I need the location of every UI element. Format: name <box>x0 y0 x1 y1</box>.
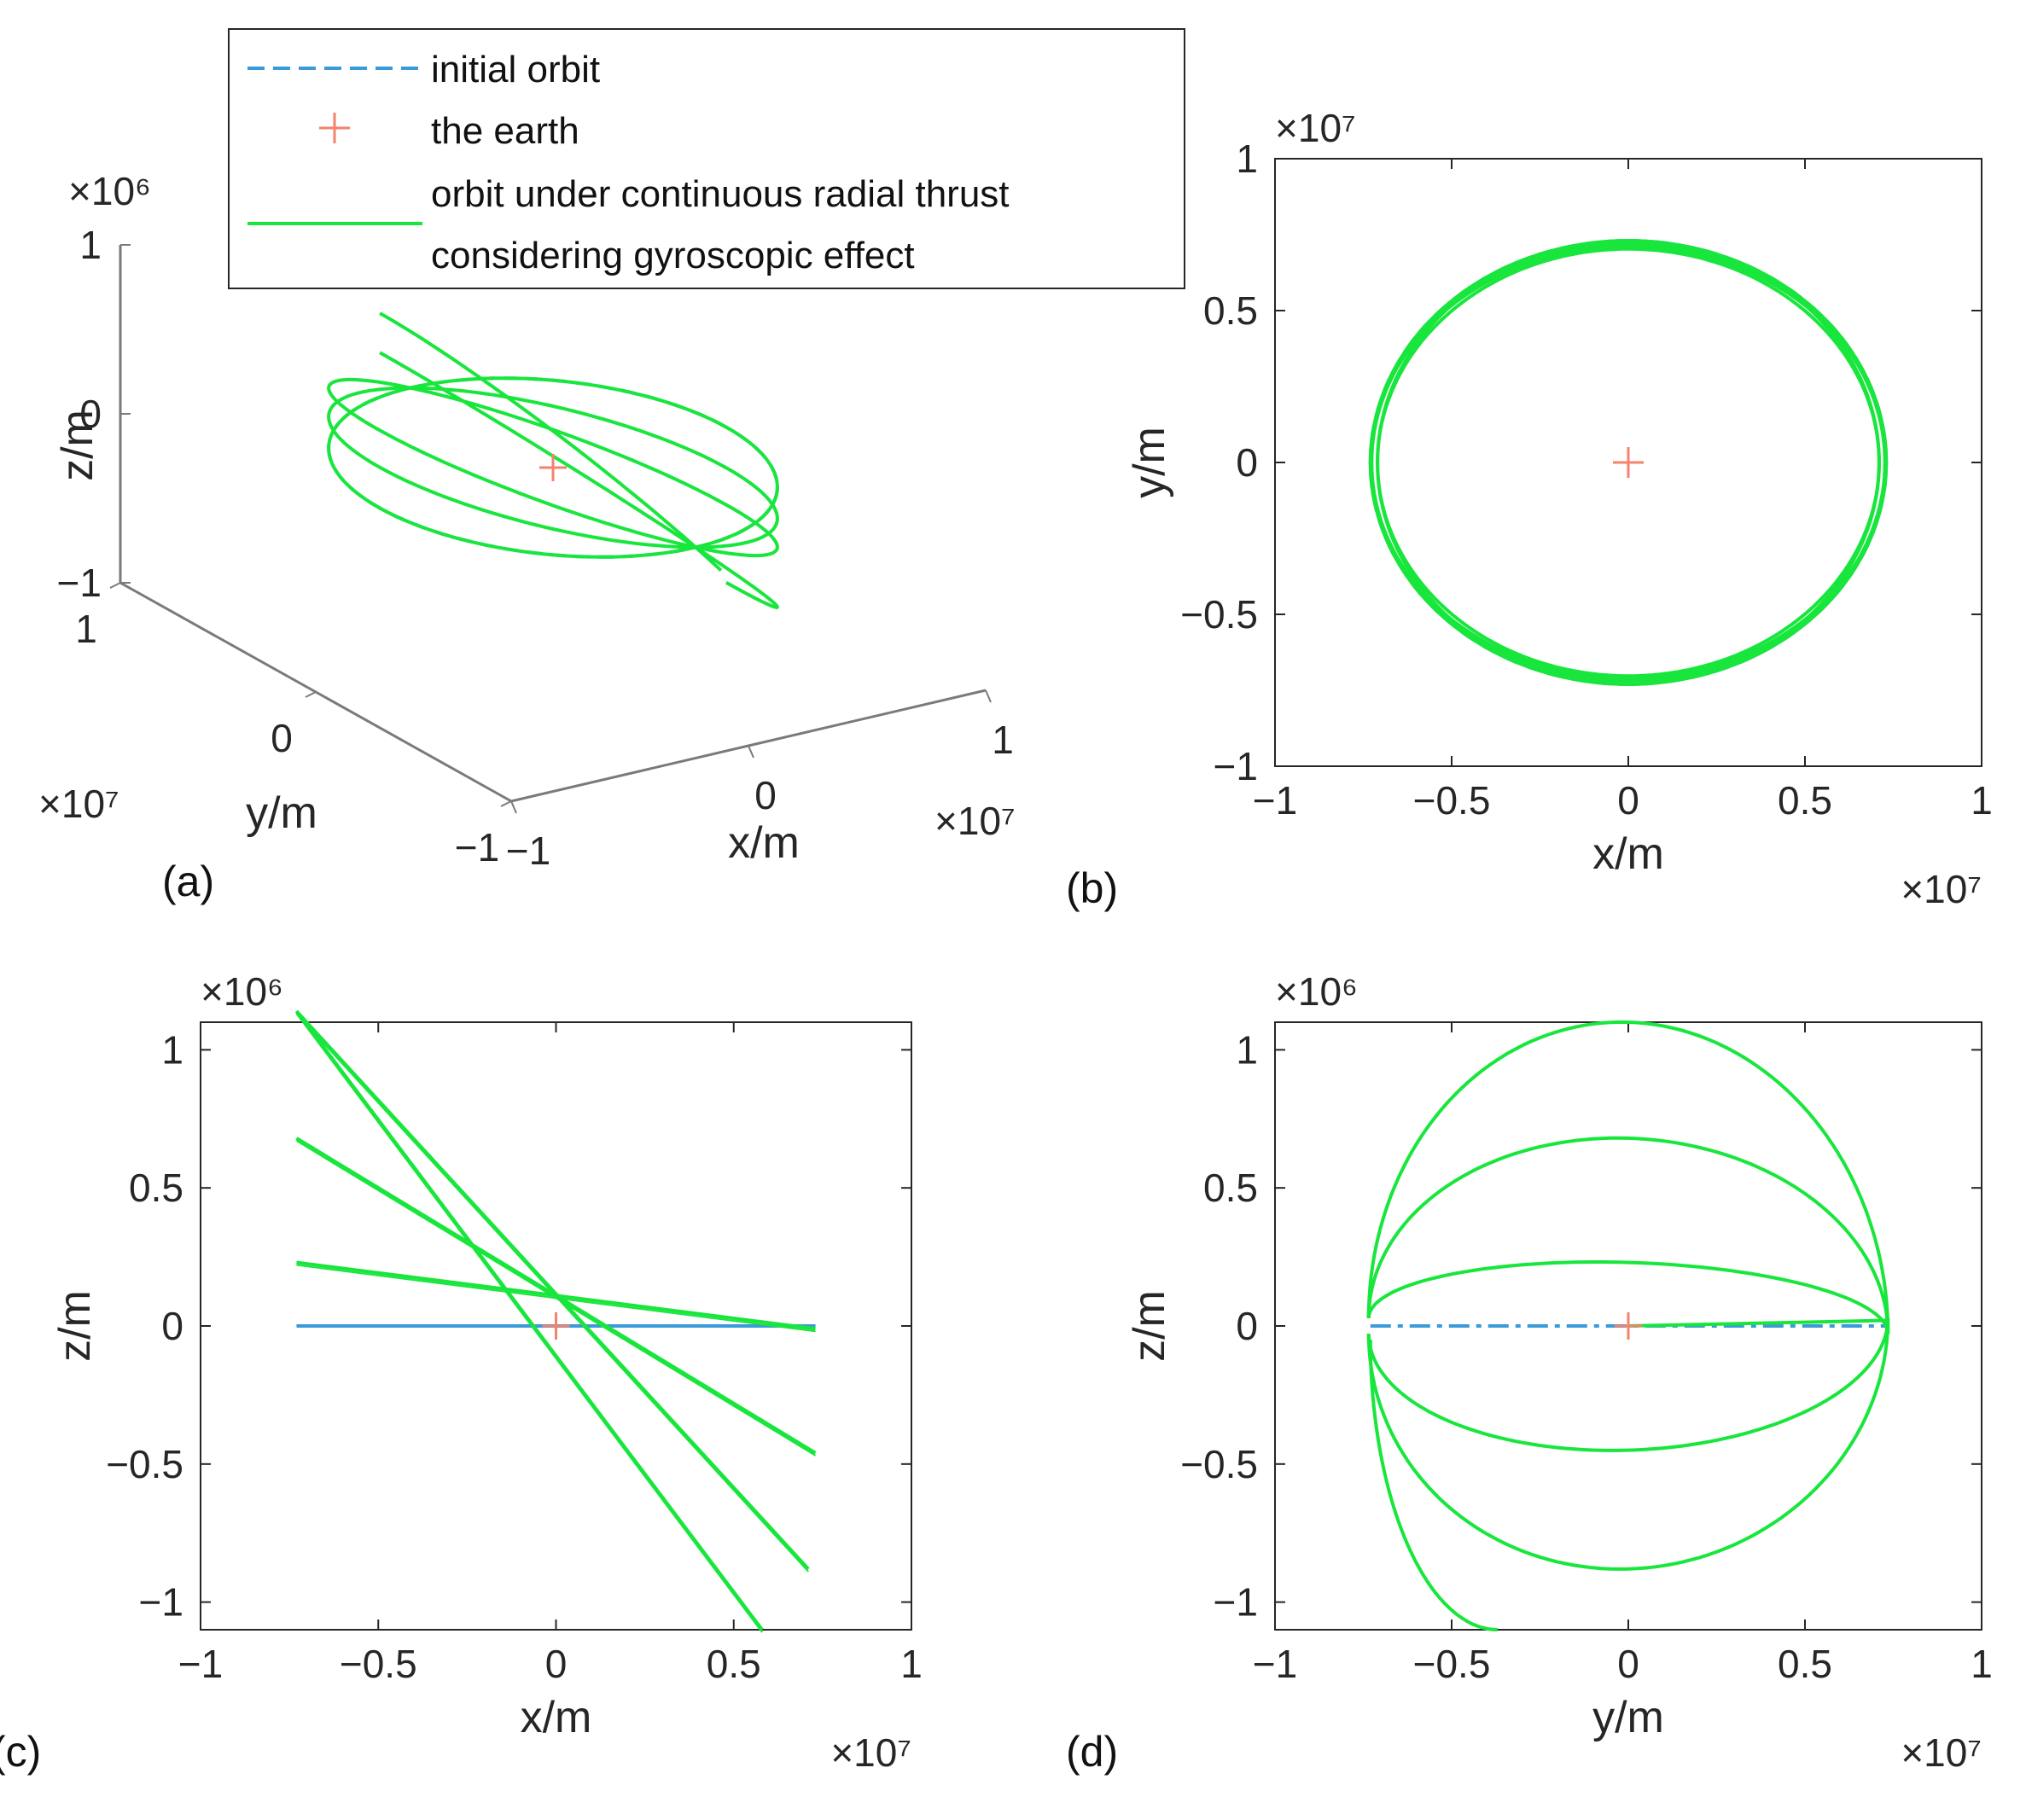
thrust-orbit-loop-2 <box>327 386 779 549</box>
y-tick-label: 0 <box>271 716 293 760</box>
y-tick-label: 0 <box>1236 440 1258 485</box>
y-tick-label: 1 <box>1236 137 1258 181</box>
x-tick-label: 1 <box>1971 1642 1993 1686</box>
x-exponent-label: ×10⁷ <box>934 799 1016 843</box>
x-exponent-label: ×10⁷ <box>1901 867 1982 911</box>
thrust-orbit-loop-4 <box>1376 247 1881 678</box>
y-tick-label: −0.5 <box>1180 592 1258 637</box>
x-tick-label: 0 <box>1617 1642 1639 1686</box>
x-tick-label: 0 <box>754 773 777 817</box>
y-tick-label: 1 <box>161 1027 183 1072</box>
x-tick-label: −1 <box>1253 778 1297 823</box>
legend-initial-label: initial orbit <box>431 49 600 90</box>
z-axis-label: z/m <box>53 410 102 481</box>
panel-d-yz-plot: −1 −0.5 0 0.5 1 −1 −0.5 0 0.5 1 y/m z/m ×10⁷ ×10⁶ (d) <box>1066 969 1993 1776</box>
x-tick-label: 0.5 <box>1778 778 1832 823</box>
x-tick-label: 1 <box>900 1642 923 1686</box>
thrust-orbit-arc-3 <box>1366 1260 1890 1334</box>
y-axis-label: y/m <box>246 788 317 838</box>
x-tick-mark <box>985 689 992 703</box>
y-tick-label: −0.5 <box>106 1442 183 1486</box>
thrust-orbit-loop-5 <box>379 311 723 573</box>
y-exponent-label: ×10⁶ <box>201 969 283 1014</box>
x-axis-label: y/m <box>1592 1693 1664 1742</box>
y-axis-label: z/m <box>1125 1290 1174 1362</box>
x-tick-label: 1 <box>992 718 1014 762</box>
x-axis-label: x/m <box>728 818 800 868</box>
y-tick-label: 0.5 <box>129 1166 183 1210</box>
x-exponent-label: ×10⁷ <box>830 1730 911 1775</box>
thrust-orbit-segment-trace-4 <box>295 1013 763 1633</box>
thrust-orbit-segment-trace-2 <box>295 1140 817 1457</box>
y-tick-mark <box>305 691 317 698</box>
y-exponent-label: ×10⁷ <box>1275 106 1356 150</box>
thrust-orbit-arc-1 <box>1366 1020 1890 1334</box>
x-tick-label: −0.5 <box>1413 778 1491 823</box>
panel-b-xy-plot: −1 −0.5 0 0.5 1 −1 −0.5 0 0.5 1 x/m y/m ×10⁷ ×10⁷ (b) <box>1066 106 1993 912</box>
y-tick-label: −1 <box>1214 1580 1258 1625</box>
x-tick-label: −0.5 <box>340 1642 417 1686</box>
x-axis-label: x/m <box>1592 829 1664 879</box>
y-tick-label: 1 <box>1236 1027 1258 1072</box>
y-tick-mark <box>109 582 121 589</box>
thrust-orbit-tail <box>1368 1340 1498 1631</box>
thrust-orbit-segment-4 <box>294 1009 764 1631</box>
legend-thrust-label-line1: orbit under continuous radial thrust <box>431 173 1010 215</box>
panel-label: (b) <box>1066 864 1118 912</box>
y-axis-label: z/m <box>50 1290 100 1362</box>
x-tick-label: 1 <box>1971 778 1993 823</box>
thrust-orbit-segment-trace-3 <box>295 1013 809 1573</box>
x-tick-label: 0.5 <box>1778 1642 1832 1686</box>
x-axis-label: x/m <box>521 1693 592 1742</box>
panel-c-xz-plot: −1 −0.5 0 0.5 1 −1 −0.5 0 0.5 1 x/m z/m ×10⁷ ×10⁶ (c) <box>0 969 923 1776</box>
y-tick-label: 0 <box>161 1304 183 1348</box>
x-tick-label: 0 <box>1617 778 1639 823</box>
y-tick-label: −1 <box>139 1580 183 1625</box>
y-exponent-label: ×10⁷ <box>38 782 119 826</box>
panel-label: (a) <box>162 858 214 905</box>
y-tick-label: −0.5 <box>1180 1442 1258 1486</box>
x-tick-label: −0.5 <box>1413 1642 1491 1686</box>
y-tick-label: 0.5 <box>1203 288 1258 333</box>
thrust-orbit-arc-5 <box>1366 1317 1890 1571</box>
legend-thrust-label-line2: considering gyroscopic effect <box>431 235 915 276</box>
thrust-orbit-segment-3 <box>294 1009 810 1571</box>
y-tick-label: 1 <box>75 607 97 651</box>
y-tick-mark <box>500 800 512 807</box>
legend-box <box>228 28 1185 289</box>
x-tick-label: −1 <box>1253 1642 1297 1686</box>
thrust-orbit-loop-3 <box>327 377 779 558</box>
legend-earth-label: the earth <box>431 110 579 152</box>
y-tick-label: −1 <box>455 825 499 869</box>
x-tick-label: −1 <box>506 829 550 873</box>
z-tick-label: 0 <box>79 392 102 436</box>
x-tick-label: 0.5 <box>707 1642 761 1686</box>
x-exponent-label: ×10⁷ <box>1901 1730 1982 1775</box>
x-tick-label: 0 <box>545 1642 568 1686</box>
x-tick-mark <box>510 800 517 814</box>
thrust-orbit-centre-line <box>1627 1318 1887 1328</box>
y-exponent-label: ×10⁶ <box>1275 969 1358 1014</box>
y-tick-label: −1 <box>1214 744 1258 788</box>
y-axis-label: y/m <box>1125 427 1174 498</box>
y-tick-label: 0 <box>1236 1304 1258 1348</box>
thrust-orbit-arc-4 <box>1366 1317 1890 1452</box>
x-tick-mark <box>748 745 754 759</box>
panel-label: (d) <box>1066 1728 1118 1776</box>
z-exponent-label: ×10⁶ <box>68 169 151 213</box>
thrust-orbit-arc-2 <box>1366 1136 1890 1334</box>
z-tick-label: −1 <box>57 561 102 605</box>
y-tick-label: 0.5 <box>1203 1166 1258 1210</box>
panel-label: (c) <box>0 1728 41 1776</box>
thrust-orbit-loop-1 <box>327 376 779 559</box>
x-tick-label: −1 <box>178 1642 223 1686</box>
z-tick-label: 1 <box>79 223 102 267</box>
legend: initial orbit the earth orbit under contin… <box>228 28 1185 289</box>
thrust-orbit-loop-5 <box>1370 241 1887 683</box>
